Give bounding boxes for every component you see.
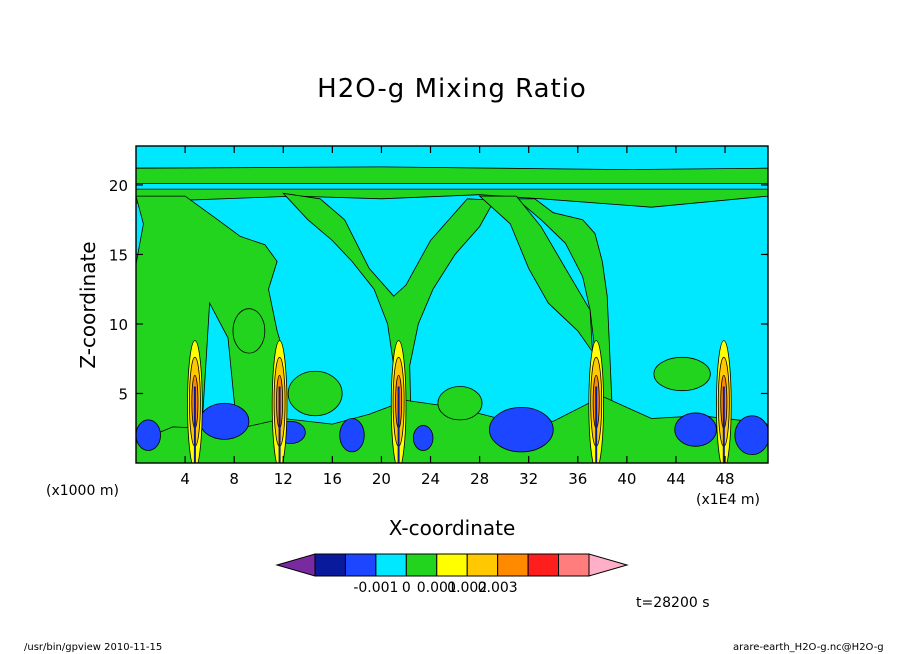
x-scale-note: (x1E4 m) (696, 492, 760, 508)
x-tick-label-28: 28 (470, 470, 489, 488)
colorbar-box-7 (497, 553, 529, 577)
x-tick-label-20: 20 (372, 470, 391, 488)
x-tick-label-12: 12 (274, 470, 293, 488)
blue-patch-1 (136, 419, 161, 451)
colorbar-label-2: 0 (402, 580, 411, 596)
x-axis-label: X-coordinate (388, 516, 516, 540)
blue-patch-5 (412, 425, 434, 451)
top-band (136, 146, 768, 172)
x-unit-label: (x1000 m) (46, 483, 119, 499)
x-tick-label-4: 4 (180, 470, 190, 488)
x-tick-label-44: 44 (666, 470, 685, 488)
colorbar-box-3 (375, 553, 407, 577)
y-tick-label-5: 5 (118, 385, 128, 403)
blue-patch-6 (489, 406, 554, 453)
blue-patch-7 (674, 412, 717, 447)
x-tick-label-36: 36 (568, 470, 587, 488)
blue-patch-4 (339, 418, 365, 453)
green-cloud-b (287, 370, 343, 417)
colorbar-arrow-low (275, 553, 316, 577)
chart-title: H2O-g Mixing Ratio (317, 74, 587, 104)
y-tick-label-15: 15 (109, 246, 128, 264)
footer-left: /usr/bin/gpview 2010-11-15 (24, 642, 163, 653)
colorbar-box-9 (558, 553, 590, 577)
green-cloud-a (232, 308, 266, 354)
plot-frame (135, 145, 769, 464)
colorbar-box-8 (527, 553, 560, 577)
y-tick-label-10: 10 (109, 316, 128, 334)
x-tick-label-16: 16 (323, 470, 342, 488)
y-axis-label: Z-coordinate (76, 241, 100, 369)
green-cloud-c (437, 386, 483, 421)
x-tick-label-40: 40 (617, 470, 636, 488)
x-tick-label-32: 32 (519, 470, 538, 488)
x-tick-label-48: 48 (716, 470, 735, 488)
green-cloud-d (653, 356, 711, 392)
contour-field (136, 146, 768, 463)
colorbar-box-2 (344, 553, 377, 577)
x-tick-label-24: 24 (421, 470, 440, 488)
upper-green-band (136, 166, 768, 184)
y-tick-label-20: 20 (109, 177, 128, 195)
colorbar-label-1: -0.001 (353, 580, 398, 596)
plume-center (282, 192, 495, 463)
colorbar-box-4 (405, 553, 438, 577)
colorbar-arrow-high (588, 553, 629, 577)
blue-patch-8 (734, 415, 768, 456)
time-label: t=28200 s (636, 595, 710, 611)
colorbar-label-5: 0.003 (478, 580, 518, 596)
colorbar-box-6 (466, 553, 499, 577)
colorbar-label-4: 0.002 (447, 580, 487, 596)
footer-right: arare-earth_H2O-g.nc@H2O-g (733, 642, 884, 653)
colorbar-box-1 (314, 553, 346, 577)
x-tick-label-8: 8 (229, 470, 239, 488)
colorbar-label-3: 0.001 (417, 580, 457, 596)
colorbar-box-5 (436, 553, 468, 577)
blue-patch-2 (199, 402, 250, 440)
